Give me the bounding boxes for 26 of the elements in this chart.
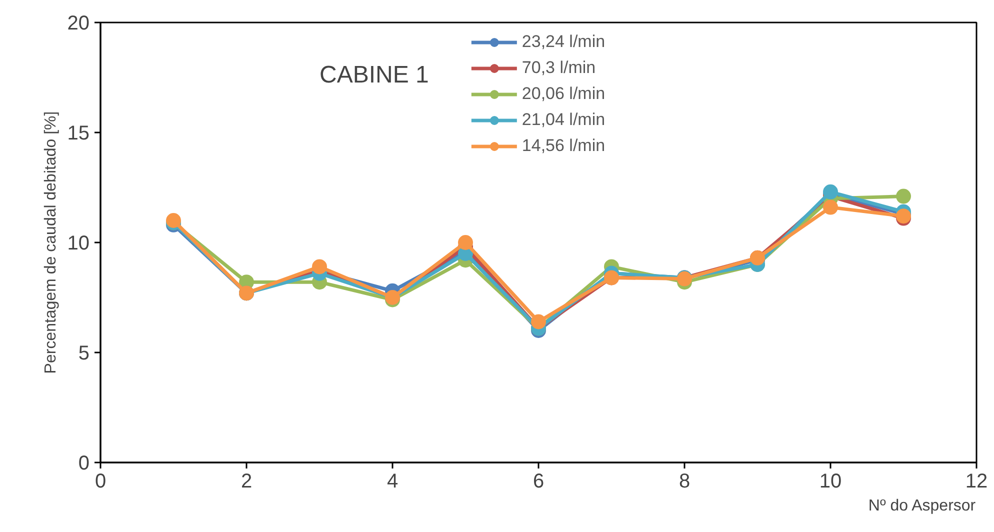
x-tick-label: 12	[965, 470, 988, 492]
y-tick-label: 10	[67, 232, 90, 254]
point	[312, 259, 327, 274]
legend-label: 14,56 l/min	[522, 136, 606, 156]
x-tick-label: 4	[386, 470, 398, 492]
x-tick-label: 2	[240, 470, 252, 492]
point	[896, 188, 911, 204]
x-axis-title: Nº do Aspersor	[868, 498, 976, 514]
point	[531, 314, 546, 330]
legend-label: 23,24 l/min	[522, 32, 606, 52]
x-tick-label: 0	[94, 470, 106, 492]
x-tick-label: 10	[819, 470, 842, 492]
y-tick-label: 0	[78, 452, 90, 474]
legend-label: 70,3 l/min	[522, 58, 596, 78]
y-tick-label: 5	[78, 342, 90, 364]
point	[823, 184, 838, 200]
x-tick-label: 6	[532, 470, 544, 492]
annotation: CABINE 1	[320, 62, 429, 88]
y-tick-label: 15	[67, 122, 90, 144]
point	[458, 235, 473, 250]
point	[823, 200, 838, 215]
legend-label: 21,04 l/min	[522, 110, 606, 130]
x-tick-label: 8	[678, 470, 690, 492]
y-tick-label: 20	[67, 12, 90, 34]
legend-label: 20,06 l/min	[522, 84, 606, 104]
y-axis-title: Percentagem de caudal debitado [%]	[42, 111, 60, 374]
